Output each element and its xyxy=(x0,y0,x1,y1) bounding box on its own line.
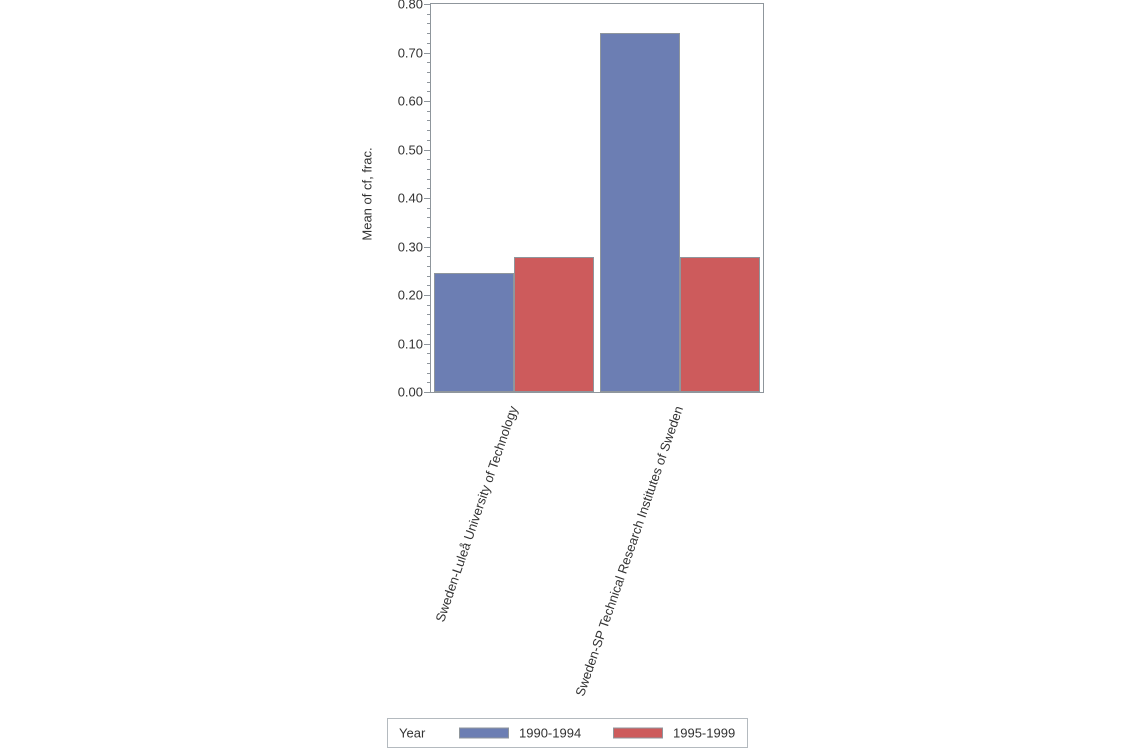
legend-label-1990-1994: 1990-1994 xyxy=(519,725,582,741)
y-tick-label: 0.70 xyxy=(397,45,423,60)
y-minor-tick xyxy=(427,362,431,364)
y-major-tick xyxy=(424,198,431,199)
y-minor-tick xyxy=(427,178,431,180)
y-minor-tick xyxy=(427,42,431,44)
x-category-label: Sweden-SP Technical Research Institutes … xyxy=(572,404,687,699)
y-minor-tick xyxy=(427,159,431,161)
y-minor-tick xyxy=(427,91,431,93)
y-minor-tick xyxy=(427,33,431,35)
y-major-tick xyxy=(424,246,431,248)
bar-1990-1994-group1 xyxy=(434,273,514,392)
y-minor-tick xyxy=(427,130,431,132)
y-minor-tick xyxy=(427,236,431,238)
legend-label-1995-1999: 1995-1999 xyxy=(673,725,736,741)
y-minor-tick xyxy=(427,23,431,25)
y-major-tick xyxy=(424,343,431,345)
bar-1990-1994-group2 xyxy=(600,33,680,392)
y-tick-label: 0.80 xyxy=(397,0,423,12)
y-minor-tick xyxy=(427,304,431,306)
y-minor-tick xyxy=(427,324,431,326)
y-minor-tick xyxy=(427,382,431,384)
y-minor-tick xyxy=(427,217,431,219)
y-minor-tick xyxy=(427,120,431,122)
bar-1995-1999-group1 xyxy=(514,257,594,392)
y-minor-tick xyxy=(427,62,431,64)
y-tick-label: 0.00 xyxy=(397,384,423,400)
x-category-label: Sweden-Luleå University of Technology xyxy=(431,404,521,624)
y-minor-tick xyxy=(427,275,431,277)
y-minor-tick xyxy=(427,333,431,335)
y-axis-title: Mean of cf, frac. xyxy=(359,147,375,241)
y-minor-tick xyxy=(427,285,431,287)
y-minor-tick xyxy=(427,71,431,73)
y-minor-tick xyxy=(427,314,431,316)
legend-swatch-1995-1999 xyxy=(613,727,663,739)
y-tick-label: 0.50 xyxy=(397,142,423,157)
y-minor-tick xyxy=(427,13,431,15)
y-minor-tick xyxy=(427,372,431,374)
legend: Year 1990-1994 1995-1999 xyxy=(387,718,748,748)
y-minor-tick xyxy=(427,207,431,209)
y-minor-tick xyxy=(427,256,431,258)
y-tick-label: 0.20 xyxy=(397,287,423,303)
y-major-tick xyxy=(424,4,431,5)
y-minor-tick xyxy=(427,353,431,355)
y-minor-tick xyxy=(427,168,431,170)
bar-1995-1999-group2 xyxy=(680,257,760,392)
y-minor-tick xyxy=(427,81,431,83)
y-major-tick xyxy=(424,149,431,151)
y-major-tick xyxy=(424,392,431,393)
y-tick-label: 0.60 xyxy=(397,93,423,109)
y-minor-tick xyxy=(427,110,431,112)
legend-title: Year xyxy=(399,725,426,741)
legend-swatch-1990-1994 xyxy=(459,727,509,739)
y-major-tick xyxy=(424,52,431,54)
y-minor-tick xyxy=(427,139,431,141)
y-major-tick xyxy=(424,101,431,102)
y-minor-tick xyxy=(427,265,431,267)
y-tick-label: 0.30 xyxy=(397,239,423,254)
y-minor-tick xyxy=(427,227,431,229)
y-minor-tick xyxy=(427,188,431,190)
y-tick-label: 0.10 xyxy=(397,336,423,351)
y-tick-label: 0.40 xyxy=(397,190,423,206)
y-major-tick xyxy=(424,295,431,296)
